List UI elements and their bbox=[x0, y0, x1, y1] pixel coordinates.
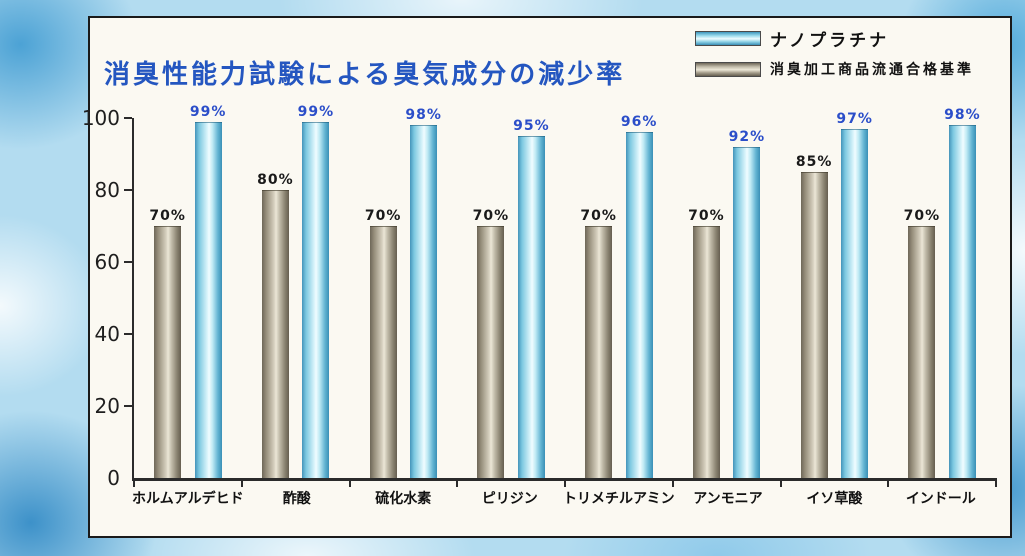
bar-with-label: 70% bbox=[365, 209, 402, 478]
bar-value-label: 96% bbox=[620, 114, 658, 131]
x-axis-label: 酢酸 bbox=[282, 491, 311, 507]
bar-value-label: 85% bbox=[795, 154, 833, 170]
x-axis-label: ホルムアルデヒド bbox=[132, 491, 244, 507]
bar-group: 80% 99% bbox=[257, 105, 334, 478]
y-tick-mark bbox=[124, 333, 132, 335]
bar-nanoplatinum bbox=[625, 132, 653, 478]
bar-value-label: 98% bbox=[944, 107, 981, 124]
bar-standard bbox=[800, 172, 828, 478]
x-tick-mark bbox=[348, 478, 351, 487]
bar-nanoplatinum bbox=[410, 125, 438, 478]
legend-swatch-nanoplatinum bbox=[695, 31, 761, 46]
bar-with-label: 85% bbox=[796, 155, 833, 478]
bar-with-label: 96% bbox=[621, 115, 658, 478]
y-tick-mark bbox=[124, 405, 132, 407]
x-axis-label: インドール bbox=[905, 491, 976, 507]
bar-standard bbox=[369, 226, 397, 478]
bar-with-label: 95% bbox=[513, 119, 550, 478]
bar-with-label: 97% bbox=[836, 112, 873, 478]
x-tick-mark bbox=[564, 478, 566, 487]
x-tick-mark bbox=[671, 478, 674, 487]
bar-group: 70% 98% bbox=[904, 108, 981, 478]
legend-label: ナノプラチナ bbox=[770, 31, 890, 51]
x-axis-label: 硫化水素 bbox=[375, 491, 432, 507]
x-axis-label: アンモニア bbox=[693, 491, 763, 507]
bar-group: 70% 92% bbox=[688, 130, 765, 478]
chart-title: 消臭性能力試験による臭気成分の減少率 bbox=[104, 60, 626, 90]
bar-nanoplatinum bbox=[948, 125, 976, 478]
bar-with-label: 98% bbox=[405, 108, 442, 478]
legend-swatch-standard bbox=[695, 61, 761, 77]
x-axis-labels: ホルムアルデヒド 酢酸 硫化水素 ピリジン トリメチルアミン アンモニア イソ草酸 インドール bbox=[132, 488, 994, 508]
bar-value-label: 70% bbox=[364, 208, 402, 224]
bar-with-label: 70% bbox=[580, 209, 617, 478]
y-tick-label: 60 bbox=[94, 250, 120, 274]
y-tick-label: 0 bbox=[107, 466, 120, 490]
bar-value-label: 95% bbox=[513, 118, 550, 134]
bar-value-label: 70% bbox=[903, 208, 941, 224]
y-tick-label: 100 bbox=[81, 106, 120, 130]
bar-standard bbox=[908, 226, 936, 478]
legend-label: 消臭加工商品流通合格基準 bbox=[770, 62, 974, 78]
x-axis-label: トリメチルアミン bbox=[562, 491, 675, 507]
legend-item: ナノプラチナ bbox=[695, 26, 974, 51]
bar-standard bbox=[154, 226, 182, 478]
x-axis-label: ピリジン bbox=[481, 491, 538, 507]
bar-group: 70% 98% bbox=[365, 108, 442, 478]
bar-groups: 70% 99% 80% 99% 70% 98% 70% 95% 70% 96% 70% 92% 85% 9… bbox=[134, 105, 996, 478]
bar-group: 70% 99% bbox=[149, 105, 226, 478]
bar-with-label: 70% bbox=[904, 209, 941, 478]
y-axis: 0 20 40 60 80 100 bbox=[82, 108, 132, 488]
bar-with-label: 70% bbox=[688, 209, 725, 478]
bar-value-label: 70% bbox=[688, 208, 725, 224]
x-tick-mark bbox=[995, 478, 997, 487]
bar-with-label: 70% bbox=[473, 209, 510, 478]
y-tick-mark bbox=[124, 261, 132, 263]
x-tick-mark bbox=[887, 478, 890, 487]
x-tick-mark bbox=[456, 478, 459, 487]
bar-nanoplatinum bbox=[302, 121, 330, 478]
bar-nanoplatinum bbox=[194, 121, 222, 478]
x-tick-mark bbox=[133, 478, 135, 487]
bar-standard bbox=[692, 226, 720, 478]
plot-area: 70% 99% 80% 99% 70% 98% 70% 95% 70% 96% 70% 92% 85% 9… bbox=[132, 105, 997, 487]
bar-with-label: 80% bbox=[257, 173, 294, 478]
bar-standard bbox=[585, 226, 613, 478]
bar-with-label: 98% bbox=[944, 108, 981, 478]
bar-value-label: 92% bbox=[728, 128, 766, 145]
bar-value-label: 80% bbox=[257, 172, 294, 188]
bar-standard bbox=[477, 226, 505, 478]
bar-standard bbox=[261, 190, 289, 478]
bar-with-label: 70% bbox=[149, 209, 186, 478]
x-axis-label: イソ草酸 bbox=[806, 491, 863, 507]
y-tick-label: 40 bbox=[94, 322, 120, 346]
bar-value-label: 70% bbox=[580, 208, 617, 224]
bar-nanoplatinum bbox=[841, 128, 869, 478]
chart-panel: 消臭性能力試験による臭気成分の減少率 ナノプラチナ消臭加工商品流通合格基準 0 2… bbox=[82, 16, 1012, 538]
y-tick-mark bbox=[124, 117, 132, 119]
bar-value-label: 99% bbox=[189, 103, 227, 120]
bar-value-label: 98% bbox=[405, 107, 442, 124]
bar-group: 85% 97% bbox=[796, 112, 873, 478]
bar-with-label: 92% bbox=[729, 130, 766, 478]
bar-value-label: 70% bbox=[472, 208, 510, 224]
legend: ナノプラチナ消臭加工商品流通合格基準 bbox=[695, 26, 974, 79]
bar-nanoplatinum bbox=[517, 136, 545, 478]
bar-nanoplatinum bbox=[733, 146, 761, 478]
legend-item: 消臭加工商品流通合格基準 bbox=[695, 59, 974, 79]
x-tick-mark bbox=[779, 478, 782, 487]
bar-value-label: 97% bbox=[836, 110, 873, 127]
bar-group: 70% 96% bbox=[580, 115, 657, 478]
bar-with-label: 99% bbox=[298, 105, 335, 478]
bar-group: 70% 95% bbox=[473, 119, 550, 478]
y-tick-label: 80 bbox=[94, 178, 120, 202]
bar-with-label: 99% bbox=[190, 105, 227, 478]
y-tick-mark bbox=[124, 189, 132, 191]
bar-value-label: 99% bbox=[297, 103, 335, 120]
x-tick-mark bbox=[240, 478, 243, 487]
bar-value-label: 70% bbox=[149, 208, 186, 224]
y-tick-label: 20 bbox=[94, 394, 120, 418]
